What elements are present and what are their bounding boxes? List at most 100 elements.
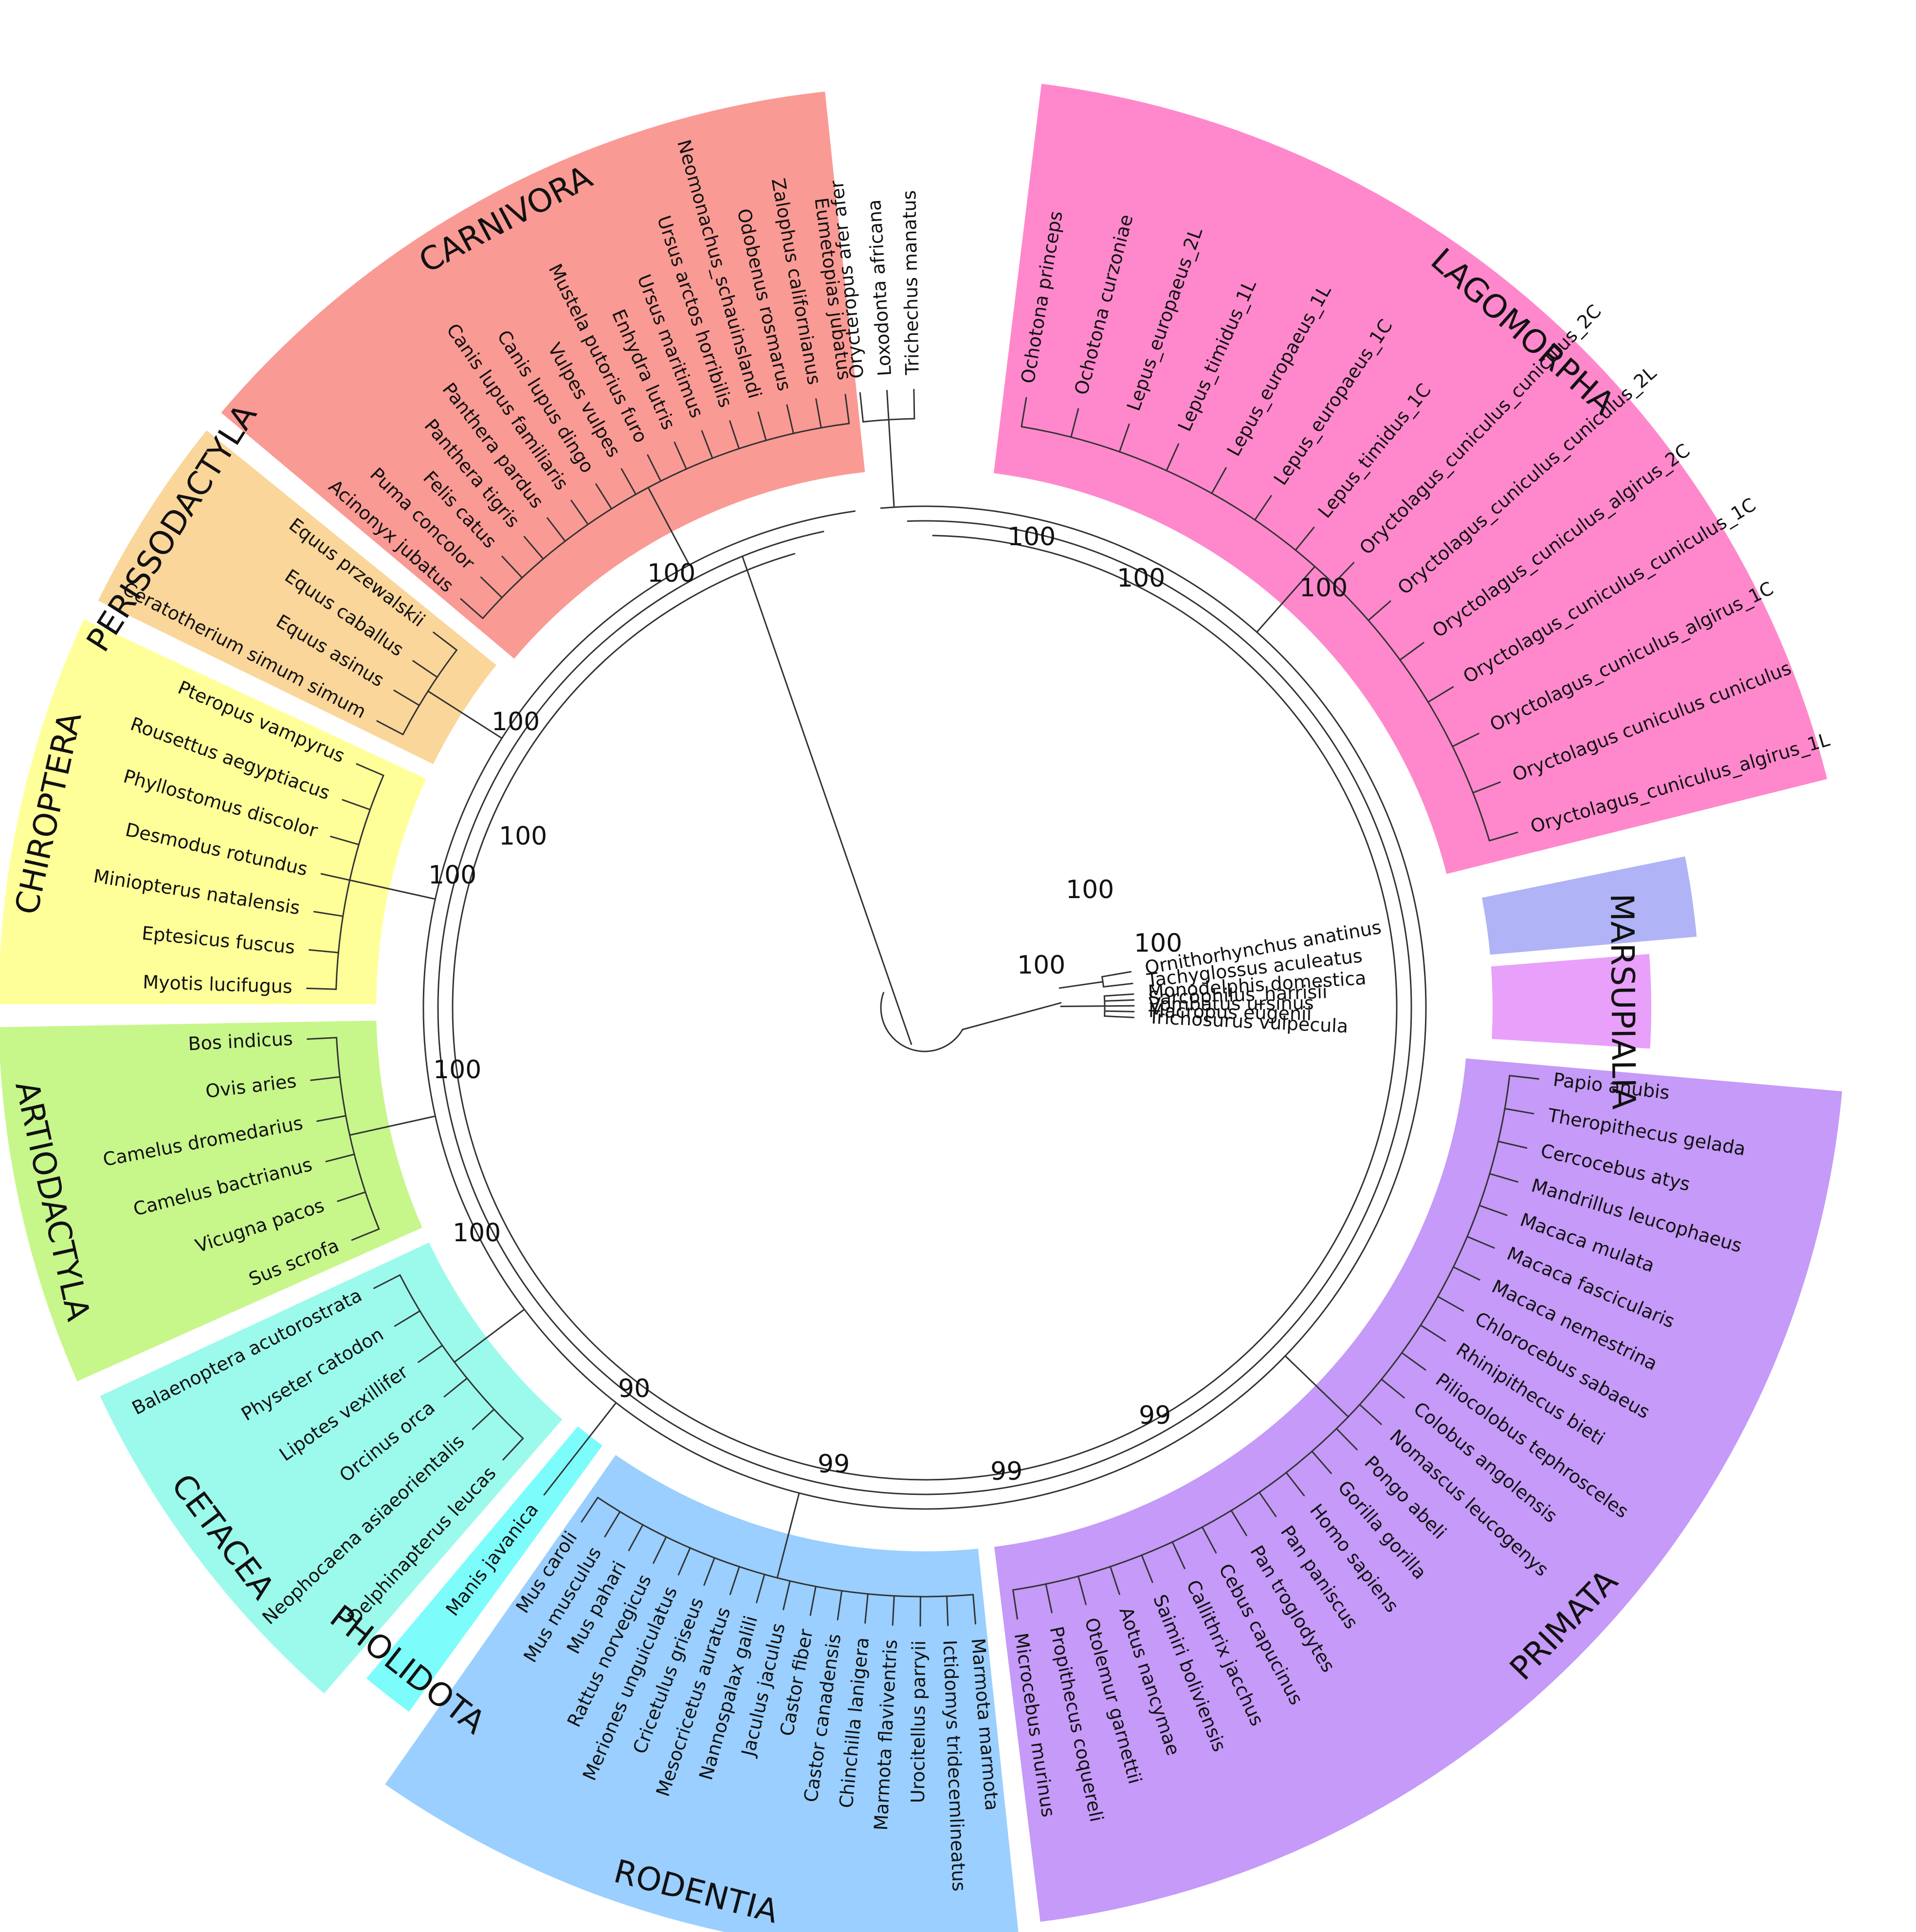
tip-branch (523, 535, 544, 560)
tip-branch (886, 389, 890, 421)
tip-branch (1201, 1526, 1217, 1554)
root-branch (962, 1002, 1062, 1030)
tip-branch (1118, 423, 1130, 453)
tip-branch (701, 430, 713, 459)
tip-branch (547, 517, 566, 542)
tip-branch (729, 1566, 740, 1595)
backbone-arc (422, 505, 1427, 1510)
tip-branch (1466, 1235, 1495, 1249)
tip-branch (1489, 1173, 1518, 1183)
tip-branch (309, 949, 339, 954)
clade-stem (888, 419, 895, 508)
support-values: 100 100 100 100 100 100 100 100 100 100 100 100 90 99… (428, 522, 1348, 1486)
tip-branch (1103, 993, 1134, 997)
tip-branch (1420, 1324, 1446, 1342)
tip-branch (1104, 999, 1135, 1002)
clade-stem (1058, 981, 1104, 989)
tree-branches (306, 388, 1540, 1627)
support-value: 100 (453, 1218, 501, 1248)
leaf-label: Vombatus ursinus (1149, 993, 1314, 1015)
tip-branch (972, 1594, 976, 1625)
tip-branch (393, 689, 420, 706)
tip-branch (306, 987, 337, 990)
tip-branch (418, 1344, 443, 1363)
tip-branch (1427, 686, 1454, 703)
tip-branch (1230, 1509, 1247, 1536)
backbone-arc (437, 520, 1412, 1495)
leaf-label: Loxodonta africana (863, 199, 895, 377)
root-arc (880, 992, 964, 1052)
tip-branch (844, 394, 850, 424)
tip-branch (1211, 467, 1227, 495)
tip-branch (946, 1595, 949, 1626)
leaf-label: Bos indicus (187, 1028, 293, 1055)
clade-band-primata (986, 1051, 1850, 1930)
support-value: 100 (492, 707, 540, 736)
support-value: 100 (428, 861, 476, 890)
clade-band-artiodactyla (0, 1013, 432, 1391)
clade-stem (454, 1308, 525, 1363)
tip-branch (1497, 1141, 1528, 1149)
tip-branch (729, 420, 740, 450)
tip-branch (1141, 1554, 1153, 1583)
tip-branch (1012, 1589, 1018, 1620)
tip-branch (1359, 1404, 1382, 1425)
tip-branch (543, 1471, 563, 1496)
tip-branch (1335, 1428, 1358, 1451)
clade-stem (1284, 1355, 1349, 1418)
clade-label-marsupialia: MARSUPIALIA (1603, 893, 1642, 1110)
tip-branch (501, 555, 523, 579)
tip-branch (412, 660, 438, 678)
support-value: 100 (433, 1055, 481, 1085)
tip-branch (1478, 1204, 1508, 1216)
clade-band-carnivora (211, 84, 873, 668)
clade-band-cetacea (91, 1233, 572, 1703)
tip-branch (502, 1437, 524, 1461)
clade-stem (427, 690, 503, 739)
tip-branch (1259, 1491, 1277, 1517)
support-value: 99 (1139, 1401, 1171, 1430)
support-value: 100 (1066, 875, 1114, 904)
clade-band-perissodactyla (89, 421, 506, 773)
tip-branch (1509, 1075, 1540, 1080)
tip-branch (373, 1274, 401, 1289)
tip-branch (703, 1557, 715, 1586)
clade-stem (776, 1492, 800, 1579)
clade-stem (1256, 566, 1316, 633)
leaf-label: Myotis lucifugus (143, 971, 293, 997)
clade-band-monotremes (1474, 848, 1704, 962)
clade-bands (0, 76, 1850, 1932)
tip-branch (480, 576, 503, 599)
tip-branch (433, 631, 457, 651)
tip-branch (620, 468, 637, 496)
tip-branch (351, 1228, 380, 1241)
clade-stem (349, 879, 436, 900)
tip-branch (756, 1573, 766, 1603)
tip-branch (1452, 733, 1479, 747)
tip-branch (376, 720, 404, 736)
tip-branch (1109, 1565, 1120, 1595)
leaf-label: Trichosurus vulpecula (1148, 1006, 1349, 1037)
tip-branch (595, 483, 613, 510)
clade-stem (1060, 1005, 1106, 1008)
tip-branch (570, 499, 589, 525)
tip-branch (604, 1510, 621, 1538)
support-value: 100 (1134, 929, 1182, 958)
tip-branch (472, 1408, 495, 1430)
tip-branch (394, 1310, 421, 1327)
tip-branch (1332, 562, 1355, 585)
tip-branch (837, 1590, 843, 1620)
tip-branch (313, 911, 344, 917)
tip-branch (1401, 1352, 1426, 1371)
tip-branch (892, 1595, 895, 1626)
tip-branch (1381, 1379, 1405, 1398)
support-value: 100 (1017, 951, 1065, 980)
tip-branch (307, 1037, 338, 1040)
clade-band-rodentia (375, 1445, 1025, 1932)
tip-branch (674, 442, 687, 470)
support-value: 99 (990, 1457, 1022, 1486)
support-value: 100 (1117, 564, 1165, 593)
tip-branch (356, 763, 384, 776)
clade-band-pholidota (357, 1417, 612, 1722)
